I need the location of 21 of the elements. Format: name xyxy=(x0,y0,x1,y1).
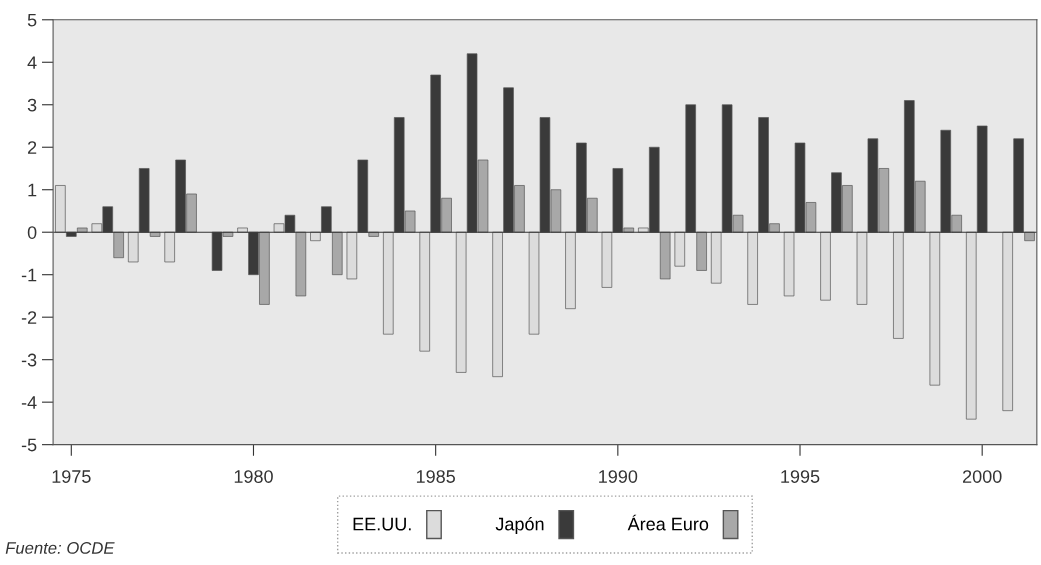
y-tick-label: 1 xyxy=(28,183,37,197)
y-tick-label: -1 xyxy=(21,268,37,282)
legend-label: EE.UU. xyxy=(353,517,411,531)
y-tick-label: 4 xyxy=(27,56,37,69)
x-tick-label: 1975 xyxy=(52,470,91,483)
y-tick-label: 0 xyxy=(27,226,37,239)
x-tick-label: 1980 xyxy=(234,470,273,483)
y-tick-label: -3 xyxy=(21,353,37,367)
y-tick-label: 3 xyxy=(27,98,37,112)
y-tick-label: -4 xyxy=(21,396,37,409)
y-tick-label: -5 xyxy=(21,438,37,452)
y-tick-label: -2 xyxy=(21,311,37,324)
x-tick-label: 1985 xyxy=(416,470,455,483)
x-tick-label: 2000 xyxy=(963,470,1002,483)
legend-label: Área Euro xyxy=(627,514,709,531)
legend-label: Japón xyxy=(495,517,544,535)
x-tick-label: 1995 xyxy=(781,470,820,483)
y-tick-label: 5 xyxy=(27,13,37,27)
x-tick-label: 1990 xyxy=(599,470,638,483)
y-tick-label: 2 xyxy=(27,141,37,154)
source-note: Fuente: OCDE xyxy=(5,542,115,554)
